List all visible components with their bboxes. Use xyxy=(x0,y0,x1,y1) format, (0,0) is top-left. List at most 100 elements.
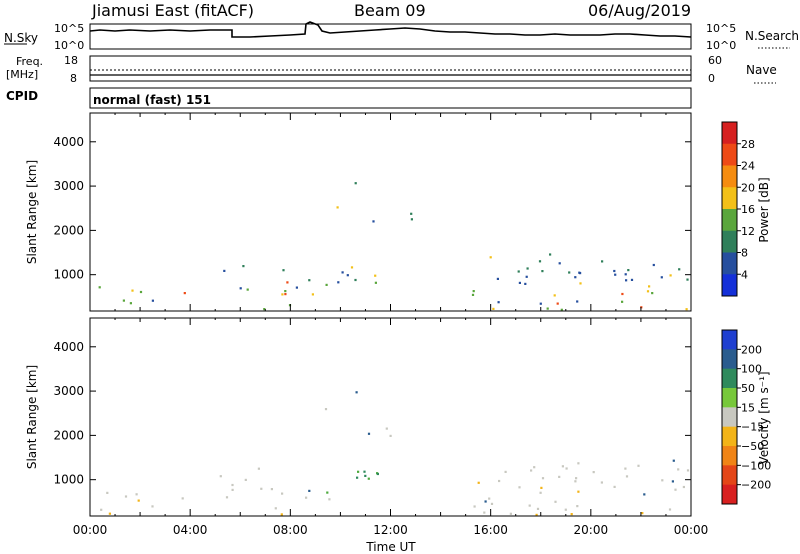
velocity-echo-cell xyxy=(389,434,392,437)
power-colorbar-tick-label: 16 xyxy=(741,203,755,216)
power-echo-cell xyxy=(525,275,528,278)
velocity-echo-cell xyxy=(558,475,561,478)
power-colorbar-swatch xyxy=(722,209,737,232)
velocity-echo-cell xyxy=(686,469,690,472)
power-colorbar-swatch xyxy=(722,122,737,145)
nsky-strip: N.Sky 10^5 10^0 10^5 10^0 N.Search xyxy=(4,21,799,52)
velocity-echo-cell xyxy=(561,465,564,468)
velocity-echo-cell xyxy=(357,470,360,473)
power-echo-cell xyxy=(129,302,132,305)
velocity-echo-cell xyxy=(570,513,573,516)
power-colorbar-tick-label: 20 xyxy=(741,181,755,194)
velocity-echo-cell xyxy=(363,470,366,473)
velocity-echo-cell xyxy=(641,512,644,515)
power-echo-cell xyxy=(614,273,617,276)
nave-tick-low: 0 xyxy=(708,72,715,85)
velocity-echo-cell xyxy=(308,489,311,492)
velocity-echo-cell xyxy=(533,466,536,469)
nsky-label: N.Sky xyxy=(4,31,38,45)
velocity-echo-cell xyxy=(219,475,222,478)
velocity-colorbar-swatch xyxy=(722,446,737,466)
velocity-colorbar-swatch xyxy=(722,407,737,428)
power-echo-cell xyxy=(538,260,542,263)
power-colorbar-tick-label: 28 xyxy=(741,138,755,151)
velocity-echo-cell xyxy=(528,504,531,507)
time-tick-label: 00:00 xyxy=(73,523,108,537)
velocity-echo-cell xyxy=(106,491,109,494)
velocity-echo-cell xyxy=(509,512,512,515)
power-echo-cell xyxy=(539,302,542,305)
power-colorbar-swatch xyxy=(722,187,737,210)
power-panel: 1000 2000 3000 4000 Slant Range [km] 28 24 20… xyxy=(25,112,771,312)
velocity-echo-cell xyxy=(328,498,331,501)
power-echo-cell xyxy=(183,292,186,295)
power-echo-cell xyxy=(346,274,349,277)
time-tick-label: 04:00 xyxy=(173,523,208,537)
velocity-echo-cell xyxy=(477,481,480,484)
velocity-echo-cell xyxy=(661,479,664,482)
power-echo-cell xyxy=(553,294,556,297)
nsky-tick-high: 10^5 xyxy=(54,22,84,35)
velocity-echo-cell xyxy=(257,467,260,470)
power-colorbar-swatch xyxy=(722,165,737,188)
power-echo-cell xyxy=(518,281,521,284)
velocity-echo-cell xyxy=(326,491,329,494)
power-echo-cell xyxy=(354,278,357,282)
velocity-echo-cell xyxy=(488,497,491,500)
velocity-ytick-label: 4000 xyxy=(53,340,84,354)
velocity-colorbar: 200 100 50 15 −15 −50 −100 −200 xyxy=(721,329,771,505)
power-x-ticks xyxy=(89,113,692,311)
beam-title: Beam 09 xyxy=(354,1,426,20)
velocity-echo-cell xyxy=(137,499,140,502)
power-echo-cell xyxy=(242,265,245,268)
power-echo-cell xyxy=(350,266,354,269)
power-echo-cell xyxy=(576,300,579,303)
velocity-echo-cell xyxy=(577,462,580,465)
velocity-echo-cell xyxy=(577,490,580,493)
nsky-trace xyxy=(89,21,692,38)
velocity-echo-cell xyxy=(576,505,579,508)
velocity-echo-cell xyxy=(643,493,646,496)
velocity-echo-cell xyxy=(100,508,103,511)
velocity-echo-cell xyxy=(108,512,111,515)
velocity-colorbar-frame xyxy=(721,329,738,505)
velocity-colorbar-tick-label: 50 xyxy=(741,382,755,395)
velocity-echo-cell xyxy=(135,493,138,496)
freq-strip: Freq. [MHz] 18 8 60 0 Nave xyxy=(6,54,777,85)
cpid-label: CPID xyxy=(6,89,38,103)
power-heatmap-layer xyxy=(98,182,689,311)
velocity-echo-cell xyxy=(536,507,540,510)
power-ytick-label: 1000 xyxy=(53,268,84,282)
time-tick-label: 00:00 xyxy=(674,523,709,537)
velocity-echo-cell xyxy=(280,513,283,516)
power-echo-cell xyxy=(624,273,627,276)
velocity-echo-cell xyxy=(540,486,543,489)
power-echo-cell xyxy=(284,290,287,293)
cpid-value: normal (fast) 151 xyxy=(93,93,211,107)
velocity-echo-cell xyxy=(674,488,677,491)
power-echo-cell xyxy=(685,308,688,311)
power-colorbar: 28 24 20 16 12 8 4 xyxy=(721,121,755,297)
velocity-ytick-label: 1000 xyxy=(53,473,84,487)
velocity-colorbar-label: Velocity [m s⁻¹] xyxy=(757,371,771,464)
velocity-echo-cell xyxy=(592,471,595,474)
power-echo-cell xyxy=(556,302,559,305)
power-echo-cell xyxy=(613,269,616,273)
velocity-echo-cell xyxy=(637,464,640,467)
velocity-echo-cell xyxy=(181,497,184,500)
power-colorbar-swatch xyxy=(722,274,737,297)
velocity-echo-cell xyxy=(324,408,328,411)
power-echo-cell xyxy=(574,276,577,279)
power-echo-cell xyxy=(517,270,520,273)
velocity-echo-cell xyxy=(682,485,685,489)
power-colorbar-tick-label: 8 xyxy=(741,247,748,260)
velocity-colorbar-tick-label: −100 xyxy=(741,459,771,472)
velocity-colorbar-tick-label: −50 xyxy=(741,440,764,453)
velocity-echo-cell xyxy=(565,467,568,470)
power-ytick-label: 4000 xyxy=(53,135,84,149)
nave-tick-high: 60 xyxy=(708,54,722,67)
velocity-echo-cell xyxy=(530,469,533,472)
velocity-colorbar-tick-label: 100 xyxy=(741,363,762,376)
velocity-echo-cell xyxy=(225,496,229,499)
velocity-echo-cell xyxy=(260,487,263,490)
